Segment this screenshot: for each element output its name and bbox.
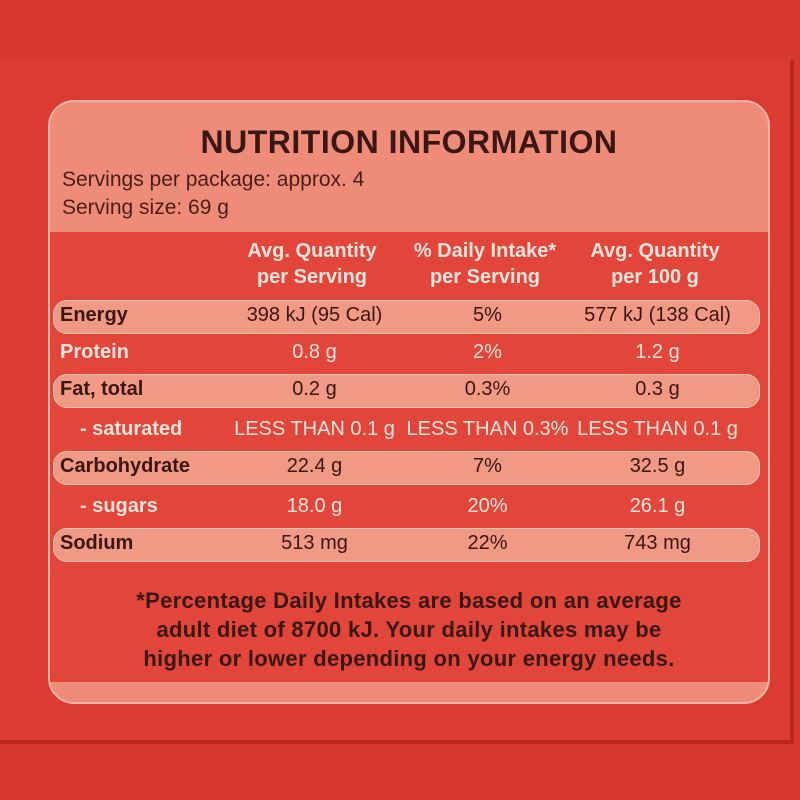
cell-value: LESS THAN 0.3%: [406, 418, 569, 440]
serving-size: Serving size: 69 g: [62, 196, 229, 219]
cell-value: 22%: [467, 532, 508, 554]
cell-value: 1.2 g: [635, 341, 680, 363]
column-header: % Daily Intake*: [413, 240, 557, 262]
row-band: [53, 451, 760, 485]
cell-value: 7%: [473, 455, 502, 477]
column-header: Avg. Quantity: [247, 240, 377, 262]
cell-value: 26.1 g: [629, 495, 686, 517]
row-band: [53, 528, 760, 562]
footnote-line: higher or lower depending on your energy…: [143, 646, 675, 671]
cell-value: 513 mg: [281, 532, 348, 554]
cell-value: 32.5 g: [629, 455, 686, 477]
cell-value: 22.4 g: [286, 455, 343, 477]
title: NUTRITION INFORMATION: [200, 124, 618, 160]
row-label: - saturated: [80, 418, 183, 440]
column-header: per Serving: [256, 266, 368, 288]
footnote-line: *Percentage Daily Intakes are based on a…: [136, 588, 682, 613]
servings-per-package: Servings per package: approx. 4: [62, 168, 365, 191]
row-label: - sugars: [80, 495, 158, 517]
cell-value: 577 kJ (138 Cal): [584, 304, 731, 326]
cell-value: 743 mg: [624, 532, 691, 554]
cell-value: 0.3 g: [635, 378, 680, 400]
column-header: per 100 g: [611, 266, 699, 288]
row-band: [53, 300, 760, 334]
cell-value: 2%: [473, 341, 502, 363]
cell-value: 0.3%: [464, 378, 511, 400]
cell-value: 0.8 g: [292, 341, 337, 363]
cell-value: 0.2 g: [292, 378, 337, 400]
cell-value: 20%: [467, 495, 508, 517]
row-label: Carbohydrate: [60, 455, 191, 477]
row-label: Protein: [60, 341, 129, 363]
footnote-line: adult diet of 8700 kJ. Your daily intake…: [156, 617, 662, 642]
cell-value: 18.0 g: [286, 495, 343, 517]
row-label: Energy: [60, 304, 128, 326]
row-label: Fat, total: [60, 378, 144, 400]
column-header: Avg. Quantity: [590, 240, 720, 262]
cell-value: 398 kJ (95 Cal): [246, 304, 383, 326]
row-band: [53, 374, 760, 408]
cell-value: 5%: [473, 304, 502, 326]
nutrition-panel: NUTRITION INFORMATION Servings per packa…: [48, 100, 770, 704]
cell-value: LESS THAN 0.1 g: [577, 418, 738, 440]
cell-value: LESS THAN 0.1 g: [234, 418, 395, 440]
row-label: Sodium: [60, 532, 134, 554]
column-header: per Serving: [429, 266, 541, 288]
